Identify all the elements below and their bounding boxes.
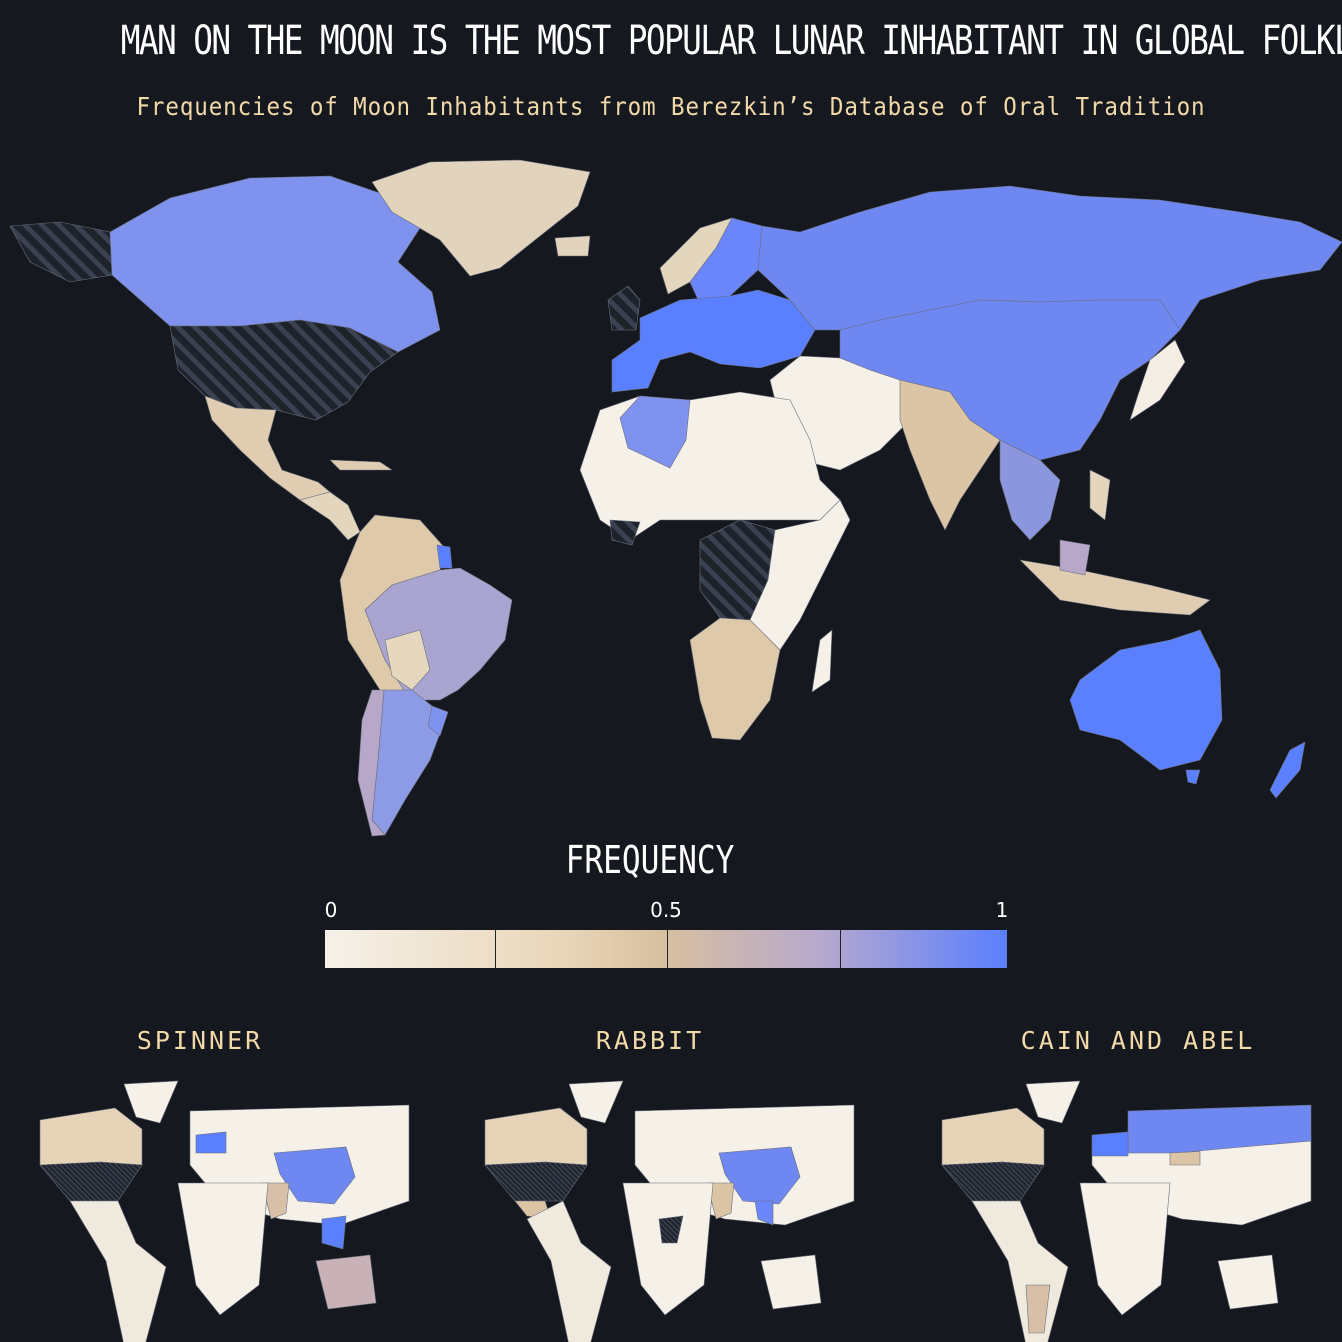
legend-color-bar (325, 930, 1007, 968)
region-mexico (204, 395, 331, 501)
small-map-title-cain-and-abel: CAIN AND ABEL (1020, 1026, 1256, 1055)
legend-title: FREQUENCY (565, 838, 735, 882)
region-greenland-c (1025, 1080, 1081, 1124)
region-africa-s (177, 1182, 269, 1316)
region-chile (357, 689, 386, 837)
region-africa-c (1079, 1182, 1171, 1316)
region-new-zealand (1269, 741, 1306, 799)
region-na-south (39, 1161, 143, 1202)
region-australia-r (760, 1254, 822, 1310)
region-latin-r (526, 1200, 612, 1342)
page-title: MAN ON THE MOON IS THE MOST POPULAR LUNA… (120, 18, 1342, 64)
main-map (9, 159, 1342, 837)
region-bolivia (384, 629, 431, 691)
region-west-africa-nodata (609, 519, 641, 546)
region-australia (1069, 629, 1223, 771)
region-indonesia (1019, 559, 1211, 616)
region-alaska (9, 221, 113, 283)
region-tasmania (1185, 769, 1201, 785)
region-east-africa (749, 499, 851, 651)
legend-tick-label-min: 0 (324, 898, 338, 922)
region-latin-s (69, 1200, 167, 1342)
legend-tick-label-max: 1 (995, 898, 1009, 922)
region-europe-s (195, 1131, 227, 1154)
region-china-r (718, 1146, 801, 1205)
region-na-south (484, 1161, 588, 1202)
region-europe-c (1091, 1131, 1129, 1157)
region-india (899, 379, 1001, 531)
region-greenland (371, 159, 591, 277)
region-na-north (941, 1107, 1045, 1166)
region-argentina-c (1025, 1284, 1051, 1334)
region-china-s (273, 1146, 356, 1205)
region-na-north (39, 1107, 143, 1166)
small-map-cain-and-abel (941, 1080, 1312, 1342)
region-philippines (1089, 469, 1111, 521)
region-sea-r (754, 1200, 774, 1226)
region-africa-r (622, 1182, 714, 1316)
region-southern-africa (689, 617, 781, 741)
region-algeria (619, 395, 691, 469)
small-map-rabbit (484, 1080, 855, 1342)
small-map-title-spinner: SPINNER (136, 1026, 264, 1055)
region-sea-s (321, 1215, 347, 1250)
region-iceland (554, 235, 591, 257)
region-borneo (1059, 539, 1091, 576)
region-central-america (299, 491, 361, 541)
page-subtitle: Frequencies of Moon Inhabitants from Ber… (136, 92, 1206, 121)
region-latin-c (971, 1200, 1069, 1342)
region-india-r (706, 1182, 735, 1220)
region-greenland-r (568, 1080, 624, 1124)
region-uk (607, 285, 641, 331)
region-na-north (484, 1107, 588, 1166)
region-guyana (436, 544, 453, 569)
region-africa-nodata-r (658, 1215, 684, 1244)
region-usa (169, 319, 399, 421)
region-australia-s (315, 1254, 377, 1310)
legend-tick-label-mid: 0.5 (650, 898, 682, 922)
small-map-spinner (39, 1080, 410, 1342)
region-caribbean (329, 459, 393, 471)
region-uruguay (427, 705, 449, 737)
region-europe (611, 289, 816, 393)
small-map-title-rabbit: RABBIT (595, 1026, 705, 1055)
legend-tick (667, 930, 668, 968)
legend-tick (840, 930, 841, 968)
legend-tick (495, 930, 496, 968)
region-australia-c (1217, 1254, 1279, 1310)
region-japan (1129, 339, 1186, 421)
region-madagascar (811, 629, 833, 693)
region-greenland-s (123, 1080, 179, 1124)
region-na-south (941, 1161, 1045, 1202)
region-central-asia-c (1169, 1151, 1201, 1166)
region-southeast-asia (999, 439, 1061, 541)
region-india-s (261, 1182, 290, 1220)
